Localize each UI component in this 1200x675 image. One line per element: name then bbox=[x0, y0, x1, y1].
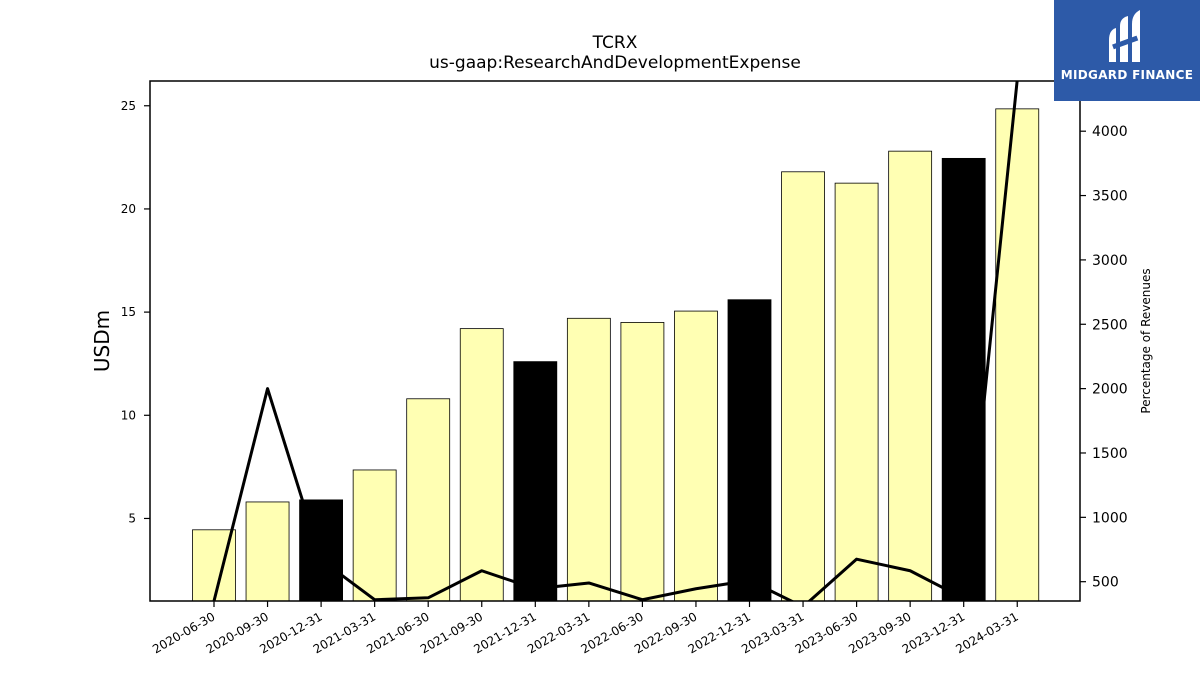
bar-2022-06-30 bbox=[620, 322, 665, 602]
y-axis-right: 500 1000 1500 2000 2500 3000 3500 4000 bbox=[1080, 124, 1128, 591]
bar-2022-09-30 bbox=[674, 310, 718, 602]
bar-2021-12-31 bbox=[513, 361, 558, 602]
y2-tick-label: 2500 bbox=[1092, 317, 1128, 333]
y2-axis-label: Percentage of Revenues bbox=[1139, 268, 1153, 413]
line-group bbox=[212, 81, 1019, 601]
y2-tick-label: 3500 bbox=[1092, 189, 1128, 205]
bar-2020-09-30 bbox=[245, 501, 290, 602]
logo-text: MIDGARD FINANCE bbox=[1060, 68, 1194, 82]
y-tick-label: 10 bbox=[121, 408, 136, 422]
y-tick-label: 20 bbox=[121, 202, 136, 216]
bars-group bbox=[192, 108, 1040, 602]
y-tick-label: 15 bbox=[121, 305, 136, 319]
bar-2022-03-31 bbox=[566, 317, 611, 602]
y2-tick-label: 500 bbox=[1092, 575, 1119, 591]
y2-tick-label: 1500 bbox=[1092, 446, 1128, 462]
y2-tick-label: 4000 bbox=[1092, 124, 1128, 140]
bar-2021-03-31 bbox=[352, 469, 397, 602]
y2-tick-label: 2000 bbox=[1092, 382, 1128, 398]
bar-2024-03-31 bbox=[995, 108, 1040, 602]
y2-tick-label: 1000 bbox=[1092, 510, 1128, 526]
bar-2021-06-30 bbox=[406, 398, 451, 602]
x-axis: 2020-06-302020-09-302020-12-312021-03-31… bbox=[150, 601, 1021, 656]
bar-2023-12-31 bbox=[941, 157, 986, 602]
y-tick-label: 5 bbox=[128, 511, 136, 525]
bar-2023-09-30 bbox=[888, 150, 933, 602]
chart-title: TCRX bbox=[592, 33, 638, 53]
y-axis-left: 5 10 15 20 25 bbox=[121, 99, 150, 525]
y2-tick-label: 3000 bbox=[1092, 253, 1128, 269]
plot-frame bbox=[149, 80, 1081, 602]
y-axis-label: USDm bbox=[90, 310, 114, 372]
logo: MIDGARD FINANCE bbox=[1054, 0, 1200, 101]
logo-mark-icon bbox=[1109, 10, 1140, 62]
bar-2021-09-30 bbox=[459, 328, 504, 602]
revenue-percentage-line bbox=[212, 81, 1019, 601]
bar-2023-03-31 bbox=[781, 171, 825, 602]
y-tick-label: 25 bbox=[121, 99, 136, 113]
bar-2022-12-31 bbox=[727, 299, 772, 602]
bar-2023-06-30 bbox=[834, 182, 879, 602]
chart-subtitle: us-gaap:ResearchAndDevelopmentExpense bbox=[429, 53, 801, 73]
